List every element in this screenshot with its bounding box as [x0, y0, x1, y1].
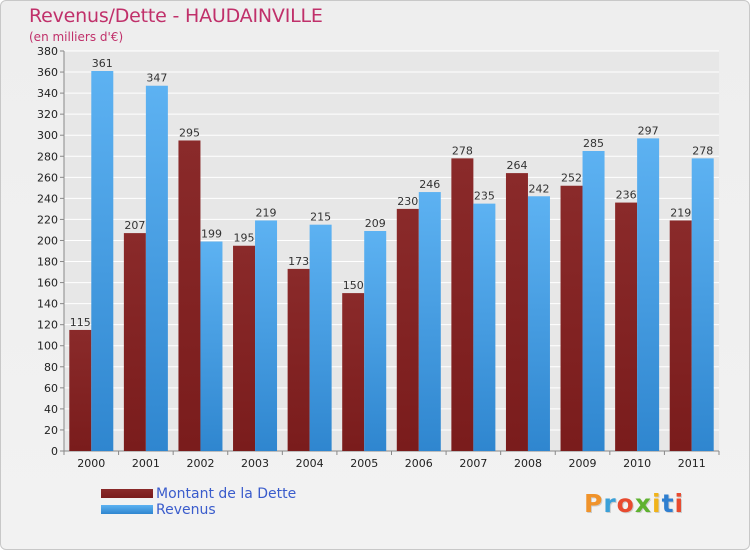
data-label: 219	[670, 206, 691, 219]
bar-dette	[615, 202, 638, 451]
bar-dette	[451, 158, 474, 452]
data-label: 235	[474, 190, 495, 203]
logo-letter: P	[584, 489, 604, 518]
bar-revenus	[691, 158, 714, 452]
y-tick-label: 120	[37, 319, 58, 332]
data-label: 215	[310, 211, 331, 224]
y-tick-label: 100	[37, 340, 58, 353]
y-tick-label: 340	[37, 87, 58, 100]
logo-letter: x	[634, 489, 652, 518]
proxiti-logo: Proxiti	[584, 489, 684, 518]
bar-revenus	[309, 224, 332, 451]
logo-letter: o	[616, 489, 635, 518]
y-tick-label: 300	[37, 129, 58, 142]
data-label: 285	[583, 137, 604, 150]
y-tick-label: 200	[37, 234, 58, 247]
bar-dette	[233, 245, 256, 451]
data-label: 361	[92, 57, 113, 70]
bar-dette	[669, 220, 692, 451]
data-label: 173	[288, 255, 309, 268]
data-label: 295	[179, 126, 200, 139]
x-tick-label: 2009	[569, 457, 597, 470]
data-label: 150	[343, 279, 364, 292]
legend-label-dette: Montant de la Dette	[156, 486, 297, 502]
data-label: 199	[201, 228, 222, 241]
y-tick-label: 360	[37, 66, 58, 79]
data-label: 246	[419, 178, 440, 191]
data-label: 278	[692, 144, 713, 157]
bar-dette	[396, 208, 419, 451]
x-tick-label: 2005	[350, 457, 378, 470]
chart-title: Revenus/Dette - HAUDAINVILLE	[29, 5, 323, 27]
y-tick-label: 80	[44, 361, 58, 374]
y-tick-label: 220	[37, 213, 58, 226]
bar-revenus	[418, 192, 441, 452]
y-tick-label: 60	[44, 382, 58, 395]
x-tick-label: 2010	[623, 457, 651, 470]
legend-label-revenus: Revenus	[156, 502, 216, 518]
y-tick-label: 140	[37, 298, 58, 311]
chart-subtitle: (en milliers d'€)	[29, 30, 124, 44]
data-label: 264	[506, 159, 527, 172]
x-tick-label: 2000	[77, 457, 105, 470]
bar-revenus	[527, 196, 550, 451]
data-label: 115	[70, 316, 91, 329]
bar-revenus	[255, 220, 278, 451]
y-tick-label: 20	[44, 424, 58, 437]
logo-letter: i	[674, 489, 685, 518]
data-label: 242	[528, 182, 549, 195]
legend-swatch-revenus	[101, 505, 153, 514]
y-tick-label: 180	[37, 256, 58, 269]
bar-revenus	[637, 138, 660, 452]
data-label: 278	[452, 144, 473, 157]
bar-dette	[505, 173, 528, 451]
data-label: 209	[365, 217, 386, 230]
bar-dette	[69, 329, 92, 451]
y-tick-label: 260	[37, 171, 58, 184]
bar-revenus	[91, 71, 114, 451]
data-label: 230	[397, 195, 418, 208]
x-tick-label: 2004	[296, 457, 324, 470]
x-tick-label: 2006	[405, 457, 433, 470]
legend-swatch-dette	[101, 489, 153, 498]
data-label: 236	[616, 189, 637, 202]
x-tick-label: 2003	[241, 457, 269, 470]
data-label: 297	[638, 124, 659, 137]
bar-revenus	[364, 231, 387, 451]
bar-dette	[342, 293, 365, 451]
y-tick-label: 320	[37, 108, 58, 121]
bar-dette	[560, 185, 583, 451]
plot-area	[64, 51, 719, 451]
bar-revenus	[145, 85, 168, 451]
data-label: 252	[561, 172, 582, 185]
x-tick-label: 2007	[459, 457, 487, 470]
bar-dette	[287, 268, 310, 451]
logo-letter: i	[652, 489, 662, 518]
y-tick-label: 380	[37, 45, 58, 58]
x-tick-label: 2011	[678, 457, 706, 470]
y-tick-label: 0	[51, 445, 58, 458]
x-tick-label: 2001	[132, 457, 160, 470]
x-tick-label: 2008	[514, 457, 542, 470]
bar-dette	[178, 140, 201, 451]
bar-revenus	[582, 151, 605, 451]
bar-dette	[123, 233, 146, 451]
data-label: 219	[256, 206, 277, 219]
x-tick-label: 2002	[186, 457, 214, 470]
data-label: 347	[146, 72, 167, 85]
y-tick-label: 240	[37, 192, 58, 205]
logo-letter: r	[603, 489, 617, 518]
logo-letter: t	[661, 489, 675, 518]
bar-revenus	[473, 203, 496, 451]
y-tick-label: 280	[37, 150, 58, 163]
bar-revenus	[200, 241, 223, 451]
y-tick-label: 40	[44, 403, 58, 416]
data-label: 195	[234, 232, 255, 245]
y-tick-label: 160	[37, 277, 58, 290]
data-label: 207	[124, 219, 145, 232]
